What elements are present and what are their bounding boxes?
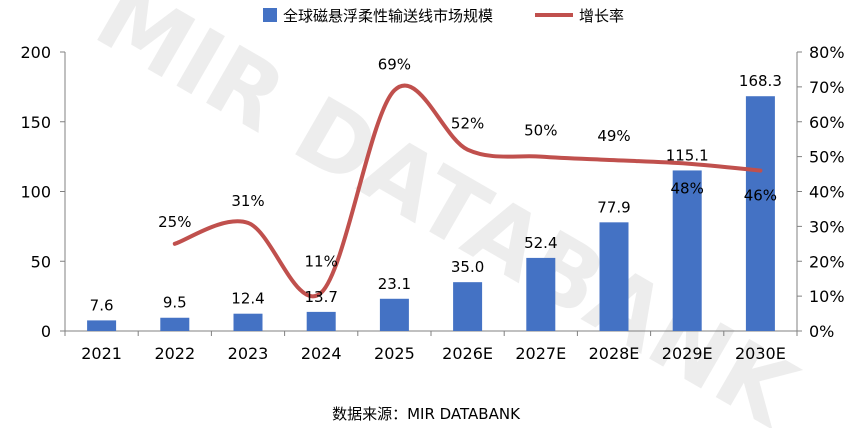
y-right-tick-label: 40% [809, 183, 845, 202]
data-labels: 7.6 9.5 12.4 13.7 23.1 35.0 52.4 77.9 115.1 168.3… [90, 55, 782, 314]
growth-value-label: 46% [744, 187, 777, 205]
axes: 0 50 100 150 200 0% 10% 20% 30% 40% 50% 60% 70% 80% 20… [20, 43, 844, 363]
growth-line [172, 83, 763, 298]
bar [306, 311, 336, 331]
y-left-tick-label: 150 [20, 113, 51, 132]
legend-label-bar: 全球磁悬浮柔性输送线市场规模 [283, 7, 493, 25]
y-left-tick-label: 100 [20, 183, 51, 202]
legend-swatch-bar [263, 8, 277, 22]
bar-value-label: 9.5 [163, 294, 187, 312]
x-tick-label: 2030E [735, 344, 786, 363]
bar-value-label: 168.3 [739, 72, 782, 90]
y-right-tick-label: 30% [809, 217, 845, 236]
growth-value-label: 31% [231, 192, 264, 210]
growth-line-series [172, 83, 763, 298]
x-tick-label: 2026E [442, 344, 493, 363]
y-right-tick-label: 50% [809, 148, 845, 167]
y-right-tick-label: 10% [809, 287, 845, 306]
bar [599, 222, 629, 331]
source-note: 数据来源：MIR DATABANK [332, 405, 521, 423]
x-tick-label: 2023 [228, 344, 269, 363]
growth-value-label: 48% [671, 180, 704, 198]
bar-value-label: 12.4 [231, 290, 264, 308]
x-tick-label: 2027E [515, 344, 566, 363]
bar [745, 96, 775, 331]
bar-value-label: 115.1 [666, 146, 709, 164]
growth-value-label: 49% [597, 127, 630, 145]
bar [160, 317, 190, 331]
bar [672, 170, 702, 331]
bar [379, 298, 409, 331]
bar-value-label: 7.6 [90, 296, 114, 314]
y-left-tick-label: 0 [41, 322, 51, 341]
x-tick-label: 2029E [662, 344, 713, 363]
growth-value-label: 69% [378, 55, 411, 73]
y-left-tick-label: 50 [31, 252, 51, 271]
y-right-tick-label: 20% [809, 252, 845, 271]
growth-value-label: 25% [158, 213, 191, 231]
x-tick-label: 2028E [589, 344, 640, 363]
growth-value-label: 52% [451, 115, 484, 133]
bar-series [87, 96, 775, 331]
bar [526, 257, 556, 331]
bar [87, 320, 117, 331]
y-right-tick-label: 60% [809, 113, 845, 132]
y-left-tick-label: 200 [20, 43, 51, 62]
bar-value-label: 13.7 [304, 288, 337, 306]
y-right-tick-label: 80% [809, 43, 845, 62]
bar [233, 313, 263, 331]
y-right-tick-label: 70% [809, 78, 845, 97]
bar [453, 282, 483, 331]
growth-value-label: 11% [305, 253, 338, 271]
bar-value-label: 35.0 [451, 258, 484, 276]
legend-label-line: 增长率 [579, 7, 624, 25]
bar-value-label: 23.1 [378, 275, 411, 293]
legend: 全球磁悬浮柔性输送线市场规模 增长率 [263, 7, 624, 25]
x-tick-label: 2025 [374, 344, 415, 363]
x-tick-label: 2022 [154, 344, 195, 363]
x-tick-label: 2024 [301, 344, 342, 363]
x-tick-label: 2021 [81, 344, 122, 363]
bar-value-label: 52.4 [524, 234, 557, 252]
growth-value-label: 50% [524, 122, 557, 140]
y-right-tick-label: 0% [809, 322, 834, 341]
bar-value-label: 77.9 [597, 198, 630, 216]
